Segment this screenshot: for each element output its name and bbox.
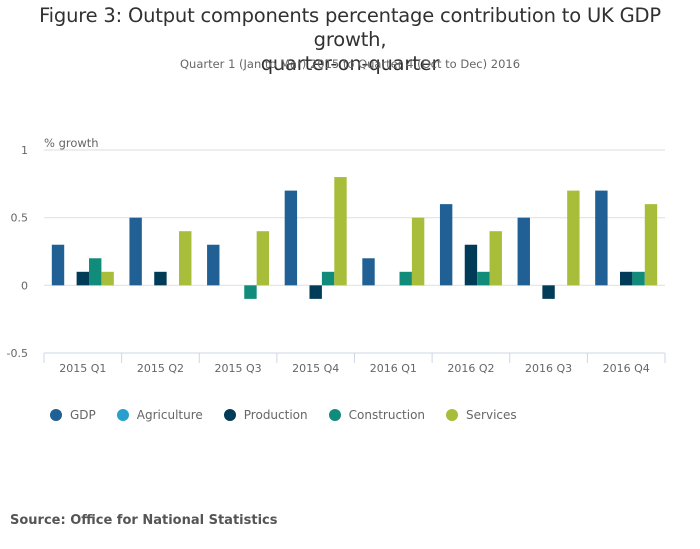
bar-production-2015-q2 <box>154 271 167 286</box>
bar-gdp-2015-q4 <box>284 190 298 286</box>
bar-services-2016-q3 <box>567 190 580 286</box>
y-tick-label: 0 <box>21 279 28 292</box>
legend-marker-icon <box>116 409 129 421</box>
legend: GDP Agriculture Production Construction Serv… <box>50 408 538 422</box>
bar-gdp-2016-q3 <box>517 217 530 286</box>
chart-title: Figure 3: Output components percentage c… <box>0 4 700 76</box>
legend-label: Agriculture <box>136 408 203 422</box>
bar-services-2015-q3 <box>256 231 270 286</box>
legend-item-gdp[interactable]: GDP <box>50 408 96 422</box>
x-tick-label: 2015 Q3 <box>214 362 261 375</box>
bar-construction-2015-q4 <box>321 271 335 286</box>
bar-production-2015-q1 <box>76 271 90 286</box>
source-note: Source: Office for National Statistics <box>10 513 278 528</box>
bar-services-2015-q4 <box>334 177 347 286</box>
legend-marker-icon <box>50 409 62 421</box>
bar-construction-2016-q4 <box>632 271 645 286</box>
legend-label: Production <box>243 408 308 422</box>
legend-item-services[interactable]: Services <box>446 408 517 422</box>
legend-item-construction[interactable]: Construction <box>328 408 426 422</box>
y-tick-label: 0.5 <box>11 212 29 225</box>
x-tick-label: 2016 Q2 <box>447 362 494 375</box>
bar-production-2015-q4 <box>309 285 322 299</box>
chart-title-line-2: quarter-on-quarter <box>260 52 440 75</box>
bar-services-2015-q2 <box>179 231 192 286</box>
x-tick-label: 2015 Q1 <box>59 362 106 375</box>
bar-construction-2015-q1 <box>89 258 102 286</box>
legend-item-production[interactable]: Production <box>223 408 308 422</box>
bar-gdp-2015-q3 <box>207 244 220 286</box>
y-axis-ticks: 1 0.5 0 -0.5 <box>7 144 28 360</box>
x-tick-label: 2015 Q2 <box>137 362 184 375</box>
bar-services-2016-q1 <box>411 217 425 286</box>
legend-marker-icon <box>446 409 459 421</box>
legend-label: Construction <box>348 408 426 422</box>
x-tick-label: 2016 Q3 <box>525 362 572 375</box>
bar-gdp-2016-q4 <box>595 190 608 286</box>
chart-subtitle: Quarter 1 (Jan to Mar) 2015 to Quarter 4… <box>179 57 521 71</box>
x-tick-label: 2015 Q4 <box>292 362 339 375</box>
x-axis: 2015 Q1 2015 Q2 2015 Q3 2015 Q4 2016 Q1 2016 … <box>43 352 666 375</box>
bars <box>51 177 658 299</box>
bar-gdp-2015-q1 <box>51 244 65 286</box>
bar-production-2016-q2 <box>464 244 478 286</box>
bar-gdp-2015-q2 <box>129 217 142 286</box>
legend-marker-icon <box>328 409 341 421</box>
bar-services-2016-q4 <box>644 204 658 286</box>
legend-label: Services <box>466 408 517 422</box>
bar-construction-2016-q1 <box>399 271 412 286</box>
y-axis-label: % growth <box>44 136 99 150</box>
y-tick-label: -0.5 <box>7 347 28 360</box>
chart-title-line-1: Figure 3: Output components percentage c… <box>39 4 661 51</box>
bar-gdp-2016-q1 <box>362 258 375 286</box>
bar-production-2016-q4 <box>619 271 633 286</box>
bar-construction-2016-q2 <box>477 271 490 286</box>
legend-marker-icon <box>223 409 236 421</box>
legend-label: GDP <box>70 408 96 422</box>
bar-services-2016-q2 <box>489 231 502 286</box>
legend-item-agriculture[interactable]: Agriculture <box>116 408 203 422</box>
y-tick-label: 1 <box>21 144 28 157</box>
bar-production-2016-q3 <box>542 285 555 299</box>
gridlines <box>44 149 665 286</box>
x-tick-label: 2016 Q4 <box>603 362 650 375</box>
x-tick-label: 2016 Q1 <box>370 362 417 375</box>
bar-gdp-2016-q2 <box>439 204 453 286</box>
bar-construction-2015-q3 <box>244 285 257 299</box>
bar-services-2015-q1 <box>101 271 114 286</box>
